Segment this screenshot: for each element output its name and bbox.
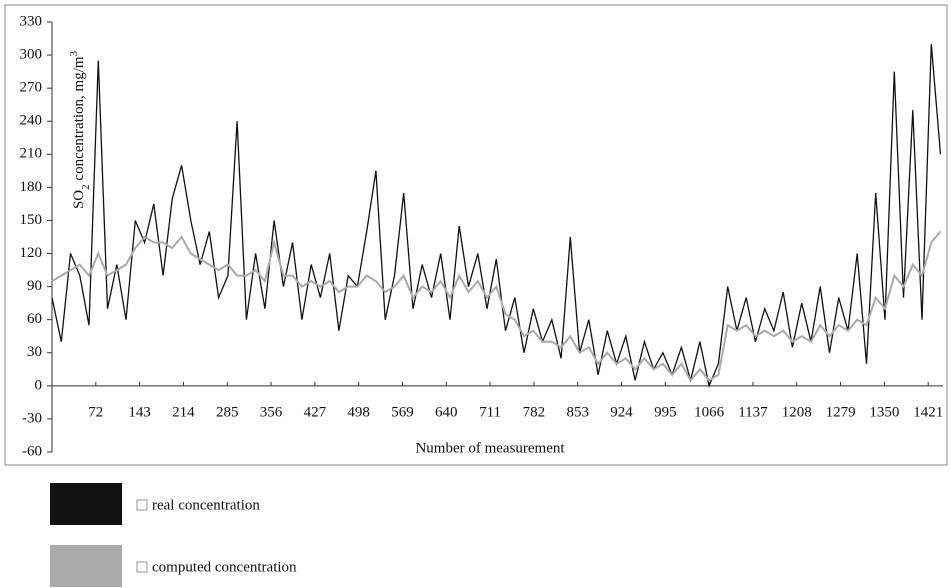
y-tick-label: 270 — [20, 80, 43, 96]
y-axis-label: SO2 concentration, mg/m3 — [68, 50, 92, 209]
x-tick-label: 569 — [391, 404, 414, 420]
x-tick-label: 427 — [304, 404, 327, 420]
legend-box-icon — [136, 499, 148, 511]
x-tick-label: 1350 — [869, 404, 899, 420]
x-tick-label: 72 — [88, 404, 103, 420]
x-tick-label: 1279 — [826, 404, 856, 420]
x-tick-label: 285 — [216, 404, 239, 420]
y-tick-label: -60 — [22, 443, 42, 459]
plot-frame — [4, 4, 948, 466]
y-tick-label: 60 — [27, 311, 42, 327]
x-tick-label: 1066 — [694, 404, 725, 420]
y-tick-label: 30 — [27, 344, 42, 360]
x-tick-label: 498 — [347, 404, 370, 420]
legend-label: real concentration — [152, 497, 260, 513]
x-tick-label: 143 — [128, 404, 151, 420]
x-tick-label: 711 — [479, 404, 501, 420]
x-tick-label: 1208 — [782, 404, 812, 420]
y-tick-label: 120 — [20, 245, 43, 261]
y-tick-label: -30 — [22, 410, 42, 426]
y-label-part: SO — [71, 190, 87, 209]
x-tick-label: 214 — [172, 404, 195, 420]
x-tick-label: 1137 — [738, 404, 768, 420]
y-tick-label: 180 — [20, 179, 43, 195]
y-tick-label: 210 — [20, 146, 43, 162]
legend-label: computed concentration — [152, 559, 297, 575]
x-tick-label: 640 — [435, 404, 458, 420]
y-tick-label: 330 — [20, 13, 43, 29]
y-tick-label: 150 — [20, 212, 43, 228]
data-line — [51, 230, 942, 383]
x-tick-label: 924 — [610, 404, 633, 420]
y-tick-label: 90 — [27, 278, 42, 294]
y-tick-label: 240 — [20, 113, 43, 129]
y-tick-label: 0 — [35, 377, 43, 393]
legend-box-icon — [136, 561, 148, 573]
x-tick-label: 782 — [523, 404, 546, 420]
x-tick-label: 995 — [654, 404, 677, 420]
x-tick-label: 356 — [260, 404, 283, 420]
x-tick-label: 1421 — [913, 404, 943, 420]
data-line — [51, 44, 942, 388]
y-label-part: 3 — [68, 50, 80, 56]
y-label-part: 2 — [80, 184, 92, 190]
x-axis-label: Number of measurement — [415, 440, 565, 456]
x-tick-label: 853 — [566, 404, 589, 420]
legend-swatch — [50, 545, 122, 587]
legend-swatch — [50, 483, 122, 525]
y-label-part: concentration, mg/m — [71, 56, 87, 184]
y-tick-label: 300 — [20, 47, 43, 63]
